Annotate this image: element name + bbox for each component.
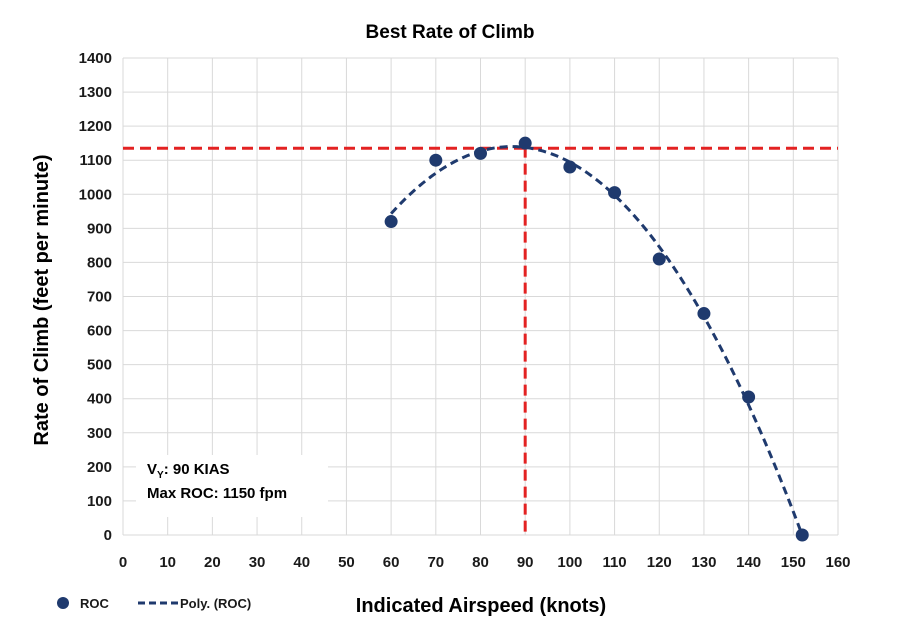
y-tick-label: 500 <box>87 357 112 374</box>
x-tick-label: 160 <box>825 554 850 571</box>
data-point-roc <box>697 307 711 321</box>
x-tick-label: 30 <box>249 554 266 571</box>
x-tick-label: 100 <box>557 554 582 571</box>
y-axis-title: Rate of Climb (feet per minute) <box>31 154 53 445</box>
y-tick-label: 300 <box>87 425 112 442</box>
x-tick-labels: 0 10 20 30 40 50 60 70 80 90 100 110 120 130 140 150 160 <box>119 554 851 571</box>
trendline-group <box>390 145 804 536</box>
y-tick-label: 700 <box>87 289 112 306</box>
x-axis-title: Indicated Airspeed (knots) <box>356 595 606 617</box>
grid-lines <box>122 57 839 536</box>
legend-label-poly: Poly. (ROC) <box>180 596 251 611</box>
x-tick-label: 120 <box>647 554 672 571</box>
x-tick-label: 40 <box>293 554 310 571</box>
y-tick-label: 0 <box>104 527 112 544</box>
data-point-roc <box>563 160 577 174</box>
data-points <box>384 136 809 542</box>
x-tick-label: 130 <box>691 554 716 571</box>
data-point-roc <box>795 528 809 542</box>
annotation-background <box>136 455 328 517</box>
y-tick-label: 1400 <box>79 50 112 67</box>
x-tick-label: 150 <box>781 554 806 571</box>
x-tick-label: 20 <box>204 554 221 571</box>
y-tick-label: 100 <box>87 493 112 510</box>
y-tick-label: 800 <box>87 254 112 271</box>
trendline-poly-roc <box>390 145 804 536</box>
data-point-roc <box>652 252 666 266</box>
y-tick-labels: 0 100 200 300 400 500 600 700 800 900 1000 1100 1200… <box>79 50 112 544</box>
x-tick-label: 60 <box>383 554 400 571</box>
x-tick-label: 80 <box>472 554 489 571</box>
legend-label-roc: ROC <box>80 596 110 611</box>
data-point-roc <box>384 215 398 229</box>
y-tick-label: 1200 <box>79 118 112 135</box>
x-tick-label: 10 <box>159 554 176 571</box>
y-tick-label: 1300 <box>79 84 112 101</box>
data-point-roc <box>429 153 443 167</box>
chart-title: Best Rate of Climb <box>366 22 535 43</box>
y-tick-label: 1000 <box>79 186 112 203</box>
data-point-roc <box>474 146 487 160</box>
y-tick-label: 900 <box>87 220 112 237</box>
data-point-roc <box>742 390 756 404</box>
x-tick-label: 90 <box>517 554 534 571</box>
x-tick-label: 70 <box>427 554 444 571</box>
legend-marker-roc <box>57 597 69 609</box>
annotation-vy: VY: 90 KIAS <box>147 461 230 481</box>
annotation-box: VY: 90 KIAS Max ROC: 1150 fpm <box>136 455 328 517</box>
y-tick-label: 200 <box>87 459 112 476</box>
y-tick-label: 1100 <box>79 152 112 169</box>
x-tick-label: 110 <box>602 554 626 571</box>
x-tick-label: 50 <box>338 554 355 571</box>
y-tick-label: 400 <box>87 391 112 408</box>
data-point-roc <box>518 136 532 150</box>
y-tick-label: 600 <box>87 323 112 340</box>
data-point-roc <box>608 186 622 200</box>
legend: ROC Poly. (ROC) <box>57 596 251 611</box>
annotation-max-roc: Max ROC: 1150 fpm <box>147 485 287 502</box>
x-tick-label: 140 <box>736 554 761 571</box>
x-tick-label: 0 <box>119 554 127 571</box>
